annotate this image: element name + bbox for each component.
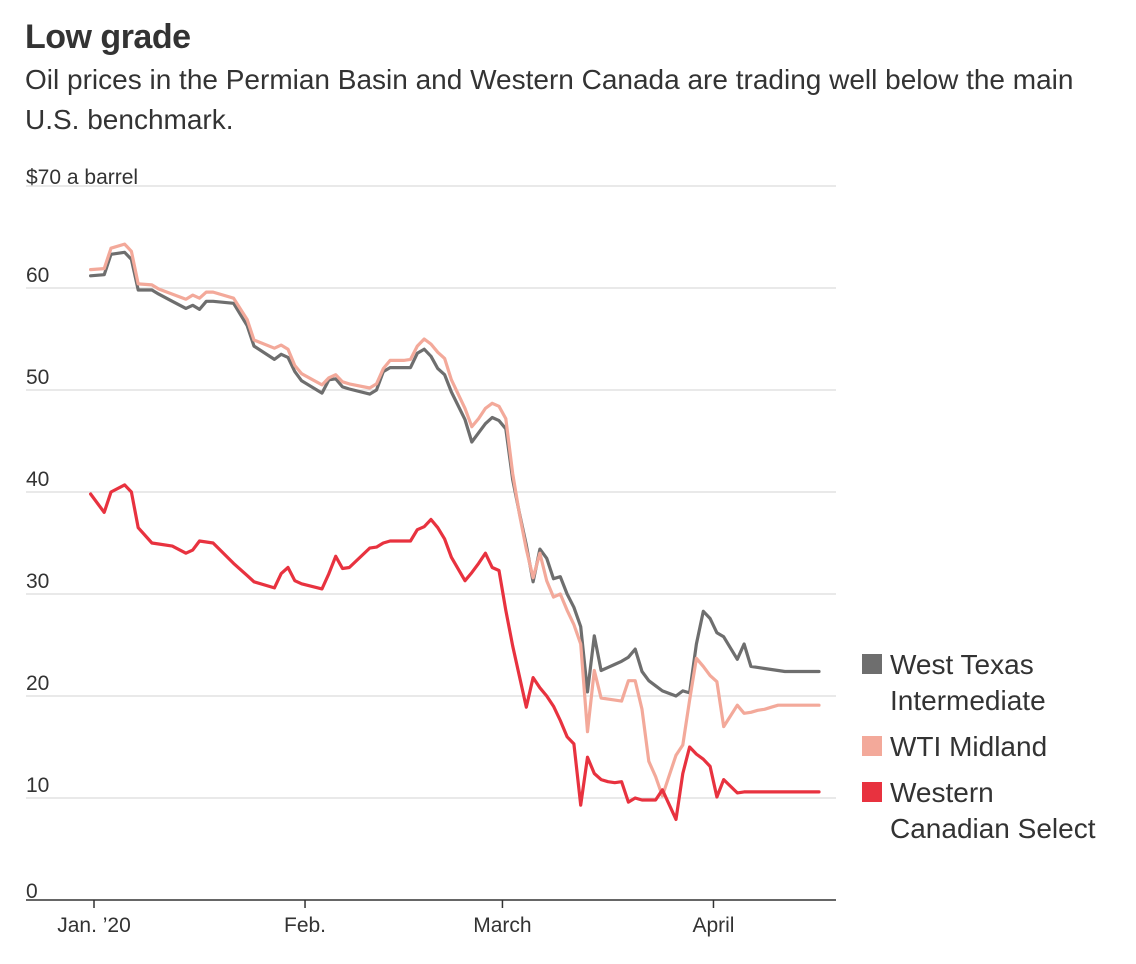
series-line-0: [88, 250, 821, 698]
legend-label: West Texas: [890, 649, 1034, 680]
legend-label: Intermediate: [890, 685, 1046, 716]
y-tick-label: 50: [26, 366, 49, 389]
y-tick-label: 10: [26, 774, 49, 797]
legend-label: WTI Midland: [890, 731, 1047, 762]
y-tick-label: 40: [26, 468, 49, 491]
x-tick-label: Feb.: [284, 914, 326, 937]
y-tick-label: 20: [26, 672, 49, 695]
y-tick-label: 30: [26, 570, 49, 593]
legend-label: Western: [890, 777, 994, 808]
y-tick-label: 60: [26, 264, 49, 287]
x-axis-ticks: Jan. ’20 Feb. March April: [57, 900, 734, 937]
y-tick-label: $70 a barrel: [26, 166, 138, 189]
y-axis-ticks: 0 10 20 30 40 50 60 $70 a barrel: [26, 166, 138, 903]
legend-label: Canadian Select: [890, 813, 1096, 844]
chart-title: Low grade: [25, 18, 191, 56]
chart-subtitle: Oil prices in the Permian Basin and West…: [25, 64, 1074, 135]
legend-swatch: [862, 654, 882, 674]
x-tick-label: April: [692, 914, 734, 937]
series-line-1: [88, 242, 821, 798]
gridlines: [26, 185, 836, 901]
legend-swatch: [862, 782, 882, 802]
legend-swatch: [862, 736, 882, 756]
y-tick-label: 0: [26, 880, 38, 903]
series-line-2: [88, 483, 821, 822]
x-tick-label: Jan. ’20: [57, 914, 131, 937]
x-tick-label: March: [473, 914, 531, 937]
series-lines: [88, 242, 821, 822]
legend: West Texas Intermediate WTI Midland Western…: [862, 649, 1096, 844]
